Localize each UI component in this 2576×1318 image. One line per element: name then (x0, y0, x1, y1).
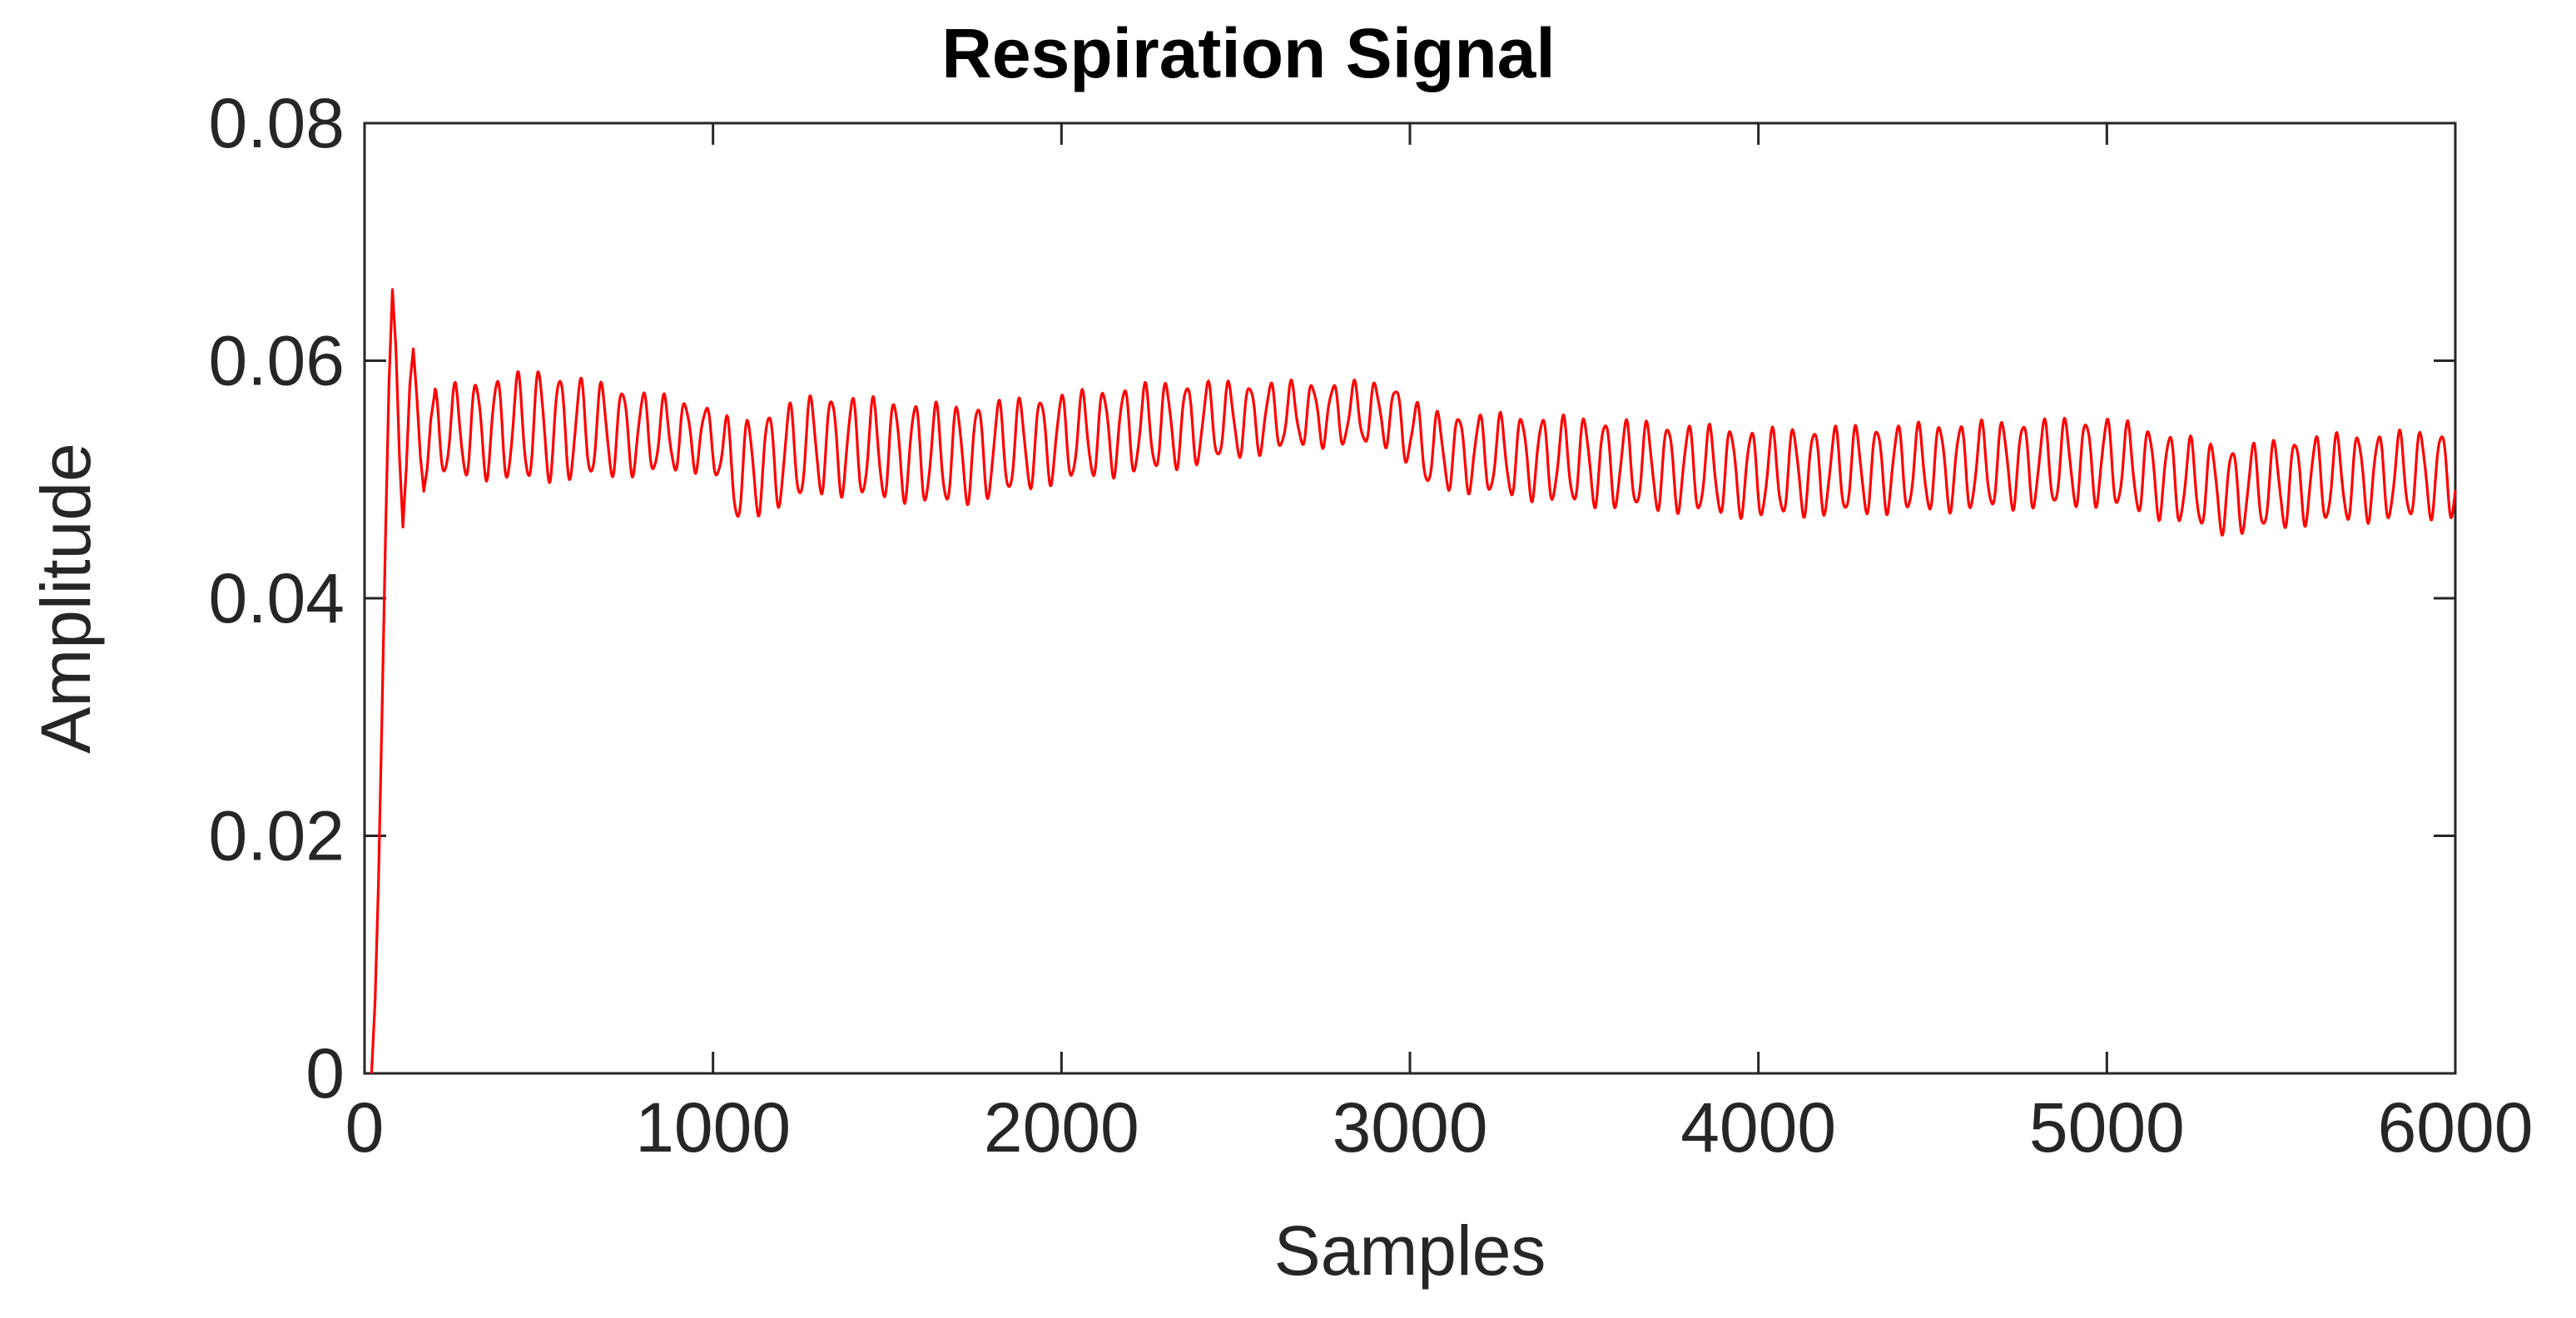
y-tick-label: 0 (305, 1034, 345, 1112)
x-tick-label: 1000 (635, 1088, 791, 1167)
y-tick-label: 0.04 (209, 559, 345, 637)
x-tick-label: 6000 (2378, 1088, 2534, 1167)
x-tick-label: 4000 (1680, 1088, 1836, 1167)
x-tick-label: 5000 (2029, 1088, 2185, 1167)
y-axis-ticks: 0 0.02 0.04 0.06 0.08 (209, 84, 2455, 1112)
y-tick-label: 0.06 (209, 322, 345, 400)
x-axis-ticks: 0 1000 2000 3000 4000 5000 6000 (345, 123, 2534, 1167)
x-tick-label: 0 (345, 1088, 385, 1167)
y-tick-label: 0.02 (209, 797, 345, 875)
chart-title: Respiration Signal (941, 14, 1555, 92)
signal-line-series (370, 288, 2457, 1074)
x-axis-label: Samples (1274, 1211, 1546, 1290)
plot-area (363, 121, 2457, 1075)
x-tick-label: 3000 (1333, 1088, 1488, 1167)
y-tick-label: 0.08 (209, 84, 345, 162)
x-tick-label: 2000 (984, 1088, 1139, 1167)
y-axis-label: Amplitude (27, 443, 105, 754)
